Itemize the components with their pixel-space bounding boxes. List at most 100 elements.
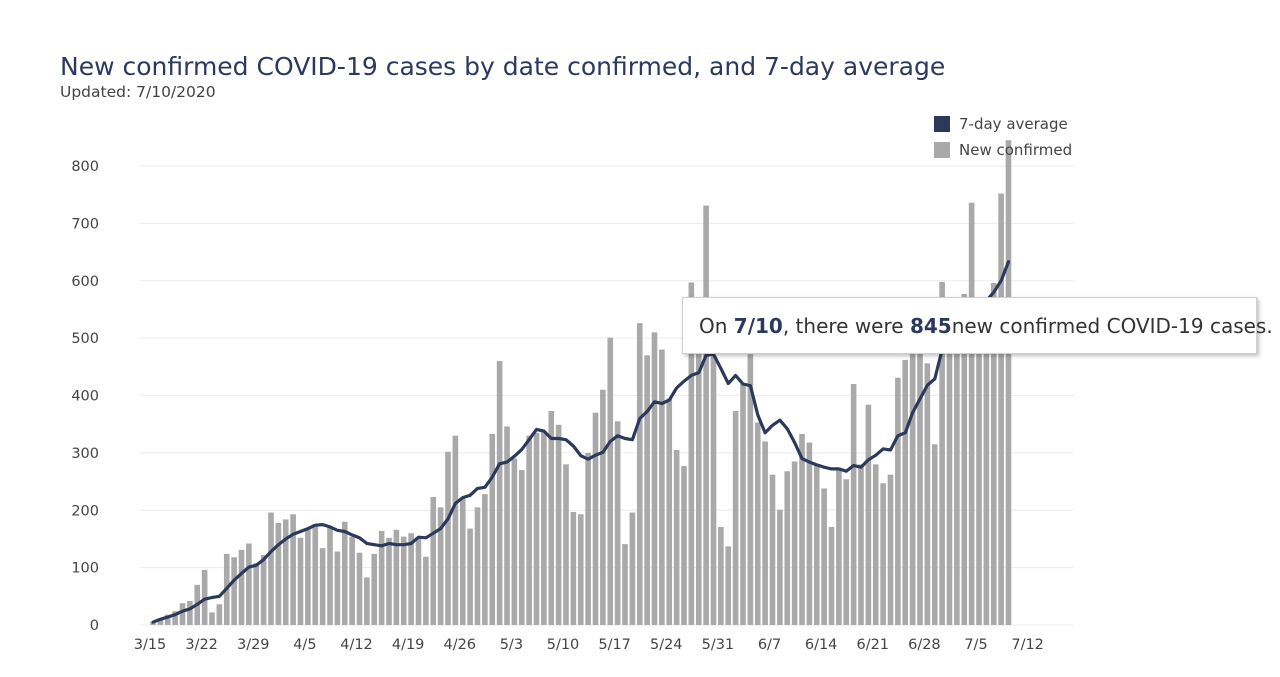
bar-new-confirmed-62[interactable] — [607, 337, 614, 625]
bar-new-confirmed-77[interactable] — [718, 526, 724, 625]
bar-new-confirmed-34[interactable] — [400, 536, 407, 625]
bar-new-confirmed-68[interactable] — [651, 332, 658, 625]
bar-new-confirmed-27[interactable] — [349, 536, 355, 625]
legend-item-7-day-average[interactable]: 7-day average — [934, 111, 1072, 137]
legend-item-new-confirmed[interactable]: New confirmed — [934, 137, 1072, 163]
bar-new-confirmed-33[interactable] — [393, 529, 400, 625]
bar-new-confirmed-49[interactable] — [511, 458, 518, 625]
bar-new-confirmed-110[interactable] — [961, 293, 968, 625]
bar-new-confirmed-75[interactable] — [703, 205, 709, 625]
bar-new-confirmed-46[interactable] — [489, 433, 496, 625]
bar-new-confirmed-36[interactable] — [415, 538, 422, 625]
bar-new-confirmed-114[interactable] — [990, 283, 997, 625]
bar-new-confirmed-100[interactable] — [887, 474, 894, 625]
bar-new-confirmed-57[interactable] — [570, 511, 577, 625]
bar-new-confirmed-73[interactable] — [688, 282, 695, 625]
bar-new-confirmed-21[interactable] — [305, 528, 311, 625]
bar-new-confirmed-15[interactable] — [260, 555, 267, 625]
bar-new-confirmed-107[interactable] — [939, 281, 945, 625]
line-7-day-average[interactable] — [151, 260, 1011, 624]
bar-new-confirmed-65[interactable] — [629, 512, 636, 625]
bar-new-confirmed-66[interactable] — [636, 323, 643, 625]
bar-new-confirmed-24[interactable] — [327, 526, 333, 625]
bar-new-confirmed-81[interactable] — [747, 354, 754, 625]
bar-new-confirmed-96[interactable] — [858, 464, 864, 625]
bar-new-confirmed-18[interactable] — [282, 519, 289, 625]
bar-new-confirmed-8[interactable] — [209, 612, 215, 625]
bar-new-confirmed-80[interactable] — [740, 384, 746, 625]
bar-new-confirmed-23[interactable] — [319, 548, 326, 625]
bar-new-confirmed-11[interactable] — [231, 557, 237, 625]
bar-new-confirmed-14[interactable] — [253, 563, 260, 625]
bar-new-confirmed-69[interactable] — [659, 349, 665, 625]
bar-new-confirmed-106[interactable] — [931, 444, 938, 625]
bar-new-confirmed-39[interactable] — [437, 507, 444, 625]
bar-new-confirmed-38[interactable] — [430, 497, 437, 625]
bar-new-confirmed-87[interactable] — [791, 461, 798, 625]
bar-new-confirmed-115[interactable] — [998, 193, 1004, 626]
bar-new-confirmed-91[interactable] — [821, 488, 827, 625]
bar-new-confirmed-104[interactable] — [917, 352, 923, 625]
bar-new-confirmed-101[interactable] — [895, 377, 901, 625]
bar-new-confirmed-76[interactable] — [710, 355, 717, 625]
bar-new-confirmed-95[interactable] — [850, 384, 857, 625]
bar-new-confirmed-56[interactable] — [563, 464, 569, 625]
bar-new-confirmed-92[interactable] — [828, 526, 835, 625]
bar-new-confirmed-72[interactable] — [681, 466, 687, 625]
bar-new-confirmed-51[interactable] — [526, 435, 532, 625]
bar-new-confirmed-60[interactable] — [592, 412, 599, 625]
bar-new-confirmed-35[interactable] — [408, 533, 414, 625]
bar-new-confirmed-83[interactable] — [762, 441, 768, 625]
bar-new-confirmed-53[interactable] — [541, 431, 547, 625]
bar-new-confirmed-61[interactable] — [600, 389, 606, 625]
bar-new-confirmed-26[interactable] — [341, 521, 348, 625]
bar-new-confirmed-22[interactable] — [312, 524, 319, 625]
bar-new-confirmed-19[interactable] — [290, 514, 296, 625]
bar-new-confirmed-30[interactable] — [371, 553, 378, 625]
bar-new-confirmed-31[interactable] — [378, 530, 385, 625]
bar-new-confirmed-78[interactable] — [725, 546, 732, 625]
bar-new-confirmed-59[interactable] — [585, 452, 591, 625]
bar-new-confirmed-52[interactable] — [533, 432, 540, 625]
bar-new-confirmed-48[interactable] — [504, 426, 510, 625]
bar-new-confirmed-86[interactable] — [784, 471, 791, 625]
bar-new-confirmed-79[interactable] — [732, 410, 739, 625]
bar-new-confirmed-4[interactable] — [179, 603, 186, 625]
bar-new-confirmed-89[interactable] — [806, 442, 813, 625]
bar-new-confirmed-47[interactable] — [496, 361, 503, 625]
bar-new-confirmed-90[interactable] — [813, 465, 820, 625]
bar-new-confirmed-41[interactable] — [452, 435, 459, 625]
bar-new-confirmed-3[interactable] — [172, 611, 178, 625]
bar-new-confirmed-94[interactable] — [843, 479, 850, 625]
bar-new-confirmed-85[interactable] — [777, 509, 783, 625]
bar-new-confirmed-98[interactable] — [872, 464, 879, 625]
bar-new-confirmed-37[interactable] — [423, 556, 429, 625]
bar-new-confirmed-54[interactable] — [548, 410, 555, 625]
bar-new-confirmed-70[interactable] — [666, 398, 673, 625]
bar-new-confirmed-113[interactable] — [983, 315, 990, 625]
bar-new-confirmed-103[interactable] — [909, 347, 916, 625]
bar-new-confirmed-93[interactable] — [836, 470, 842, 625]
bar-new-confirmed-9[interactable] — [216, 604, 223, 625]
bar-new-confirmed-17[interactable] — [275, 522, 282, 625]
bar-new-confirmed-16[interactable] — [268, 512, 274, 625]
bar-new-confirmed-28[interactable] — [356, 552, 363, 625]
bar-new-confirmed-64[interactable] — [622, 544, 628, 625]
bar-new-confirmed-5[interactable] — [187, 600, 193, 625]
bar-new-confirmed-97[interactable] — [865, 404, 872, 625]
bar-new-confirmed-7[interactable] — [201, 569, 208, 625]
bar-new-confirmed-67[interactable] — [644, 355, 650, 625]
bar-new-confirmed-44[interactable] — [474, 507, 481, 625]
bar-new-confirmed-29[interactable] — [364, 577, 370, 625]
bar-new-confirmed-55[interactable] — [555, 424, 562, 625]
bar-new-confirmed-82[interactable] — [754, 422, 761, 625]
bar-new-confirmed-42[interactable] — [459, 498, 466, 625]
bar-new-confirmed-50[interactable] — [518, 470, 525, 625]
bar-new-confirmed-102[interactable] — [902, 359, 909, 625]
bar-new-confirmed-58[interactable] — [577, 514, 584, 625]
bar-new-confirmed-88[interactable] — [799, 433, 805, 625]
bar-new-confirmed-63[interactable] — [614, 421, 621, 625]
bar-new-confirmed-84[interactable] — [769, 474, 776, 625]
bar-new-confirmed-71[interactable] — [673, 450, 680, 625]
bar-new-confirmed-32[interactable] — [386, 537, 392, 625]
